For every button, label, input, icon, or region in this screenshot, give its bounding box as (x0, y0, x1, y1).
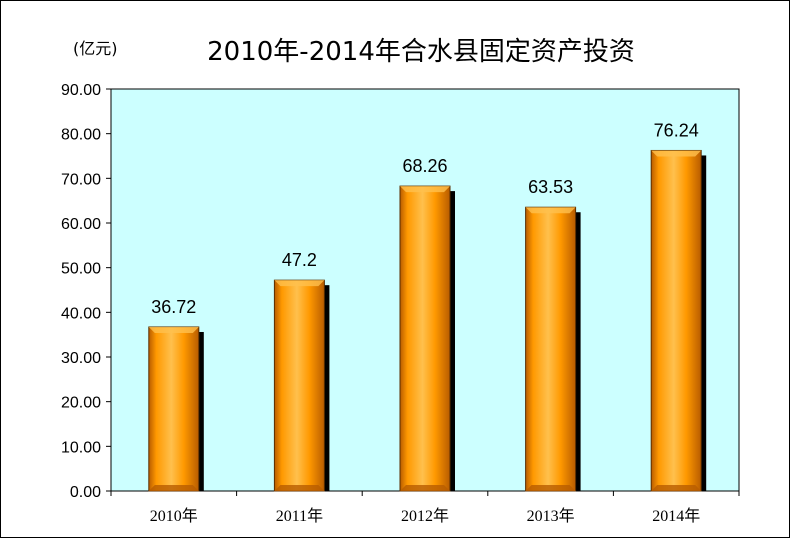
bar-bevel-bottom (274, 485, 325, 491)
y-tick-label: 70.00 (61, 171, 101, 188)
bar-bevel-top (651, 150, 702, 157)
bar-bevel-top (525, 207, 576, 214)
bar (525, 206, 577, 492)
bar-bevel-bottom (400, 485, 450, 491)
bar-bevel-top (148, 326, 199, 333)
y-tick-label: 0.00 (70, 484, 101, 501)
bar (650, 149, 702, 492)
x-tick-label: 2013年 (527, 507, 575, 525)
data-label: 47.2 (282, 250, 317, 270)
bar-bevel-top (400, 186, 450, 193)
x-tick-label: 2014年 (652, 507, 700, 525)
y-tick-label: 50.00 (61, 261, 101, 278)
y-tick-label: 30.00 (61, 350, 101, 367)
data-label: 68.26 (402, 156, 447, 176)
y-tick-label: 90.00 (61, 82, 101, 99)
data-label: 76.24 (654, 120, 699, 140)
y-tick-label: 10.00 (61, 439, 101, 456)
data-label: 63.53 (528, 177, 573, 197)
y-tick-label: 80.00 (61, 127, 101, 144)
data-label: 36.72 (151, 297, 196, 317)
bar (399, 185, 451, 492)
bar-bevel-top (274, 280, 325, 287)
bar-bevel-bottom (525, 485, 576, 491)
bar (273, 279, 325, 492)
y-unit-label: (亿元) (73, 39, 118, 58)
y-tick-label: 20.00 (61, 395, 101, 412)
bar-bevel-bottom (651, 485, 702, 491)
y-tick-label: 60.00 (61, 216, 101, 233)
bar-bevel-bottom (148, 485, 199, 491)
x-tick-label: 2011年 (276, 507, 323, 525)
x-tick-label: 2012年 (401, 507, 449, 525)
chart-title: 2010年-2014年合水县固定资产投资 (207, 37, 635, 67)
bar (148, 326, 200, 492)
x-tick-label: 2010年 (150, 507, 198, 525)
y-tick-label: 40.00 (61, 305, 101, 322)
